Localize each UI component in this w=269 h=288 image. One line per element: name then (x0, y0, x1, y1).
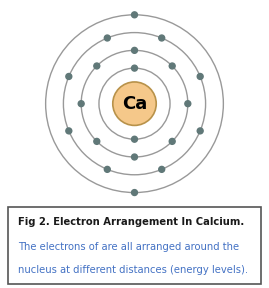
Text: nucleus at different distances (energy levels).: nucleus at different distances (energy l… (18, 265, 248, 274)
Circle shape (113, 82, 156, 125)
Circle shape (104, 166, 110, 172)
Circle shape (169, 63, 175, 69)
Circle shape (94, 63, 100, 69)
Circle shape (185, 101, 191, 107)
Circle shape (159, 35, 165, 41)
Circle shape (78, 101, 84, 107)
Circle shape (132, 65, 137, 71)
Circle shape (132, 12, 137, 18)
Circle shape (132, 48, 137, 53)
Circle shape (66, 73, 72, 79)
Circle shape (197, 73, 203, 79)
Circle shape (94, 139, 100, 144)
FancyBboxPatch shape (8, 207, 261, 284)
Circle shape (169, 139, 175, 144)
Circle shape (104, 35, 110, 41)
Circle shape (132, 154, 137, 160)
Text: Ca: Ca (122, 95, 147, 113)
Circle shape (132, 190, 137, 196)
Circle shape (159, 166, 165, 172)
Circle shape (132, 136, 137, 142)
Text: Fig 2. Electron Arrangement In Calcium.: Fig 2. Electron Arrangement In Calcium. (18, 217, 245, 227)
Circle shape (197, 128, 203, 134)
Text: The electrons of are all arranged around the: The electrons of are all arranged around… (18, 242, 239, 252)
Circle shape (66, 128, 72, 134)
